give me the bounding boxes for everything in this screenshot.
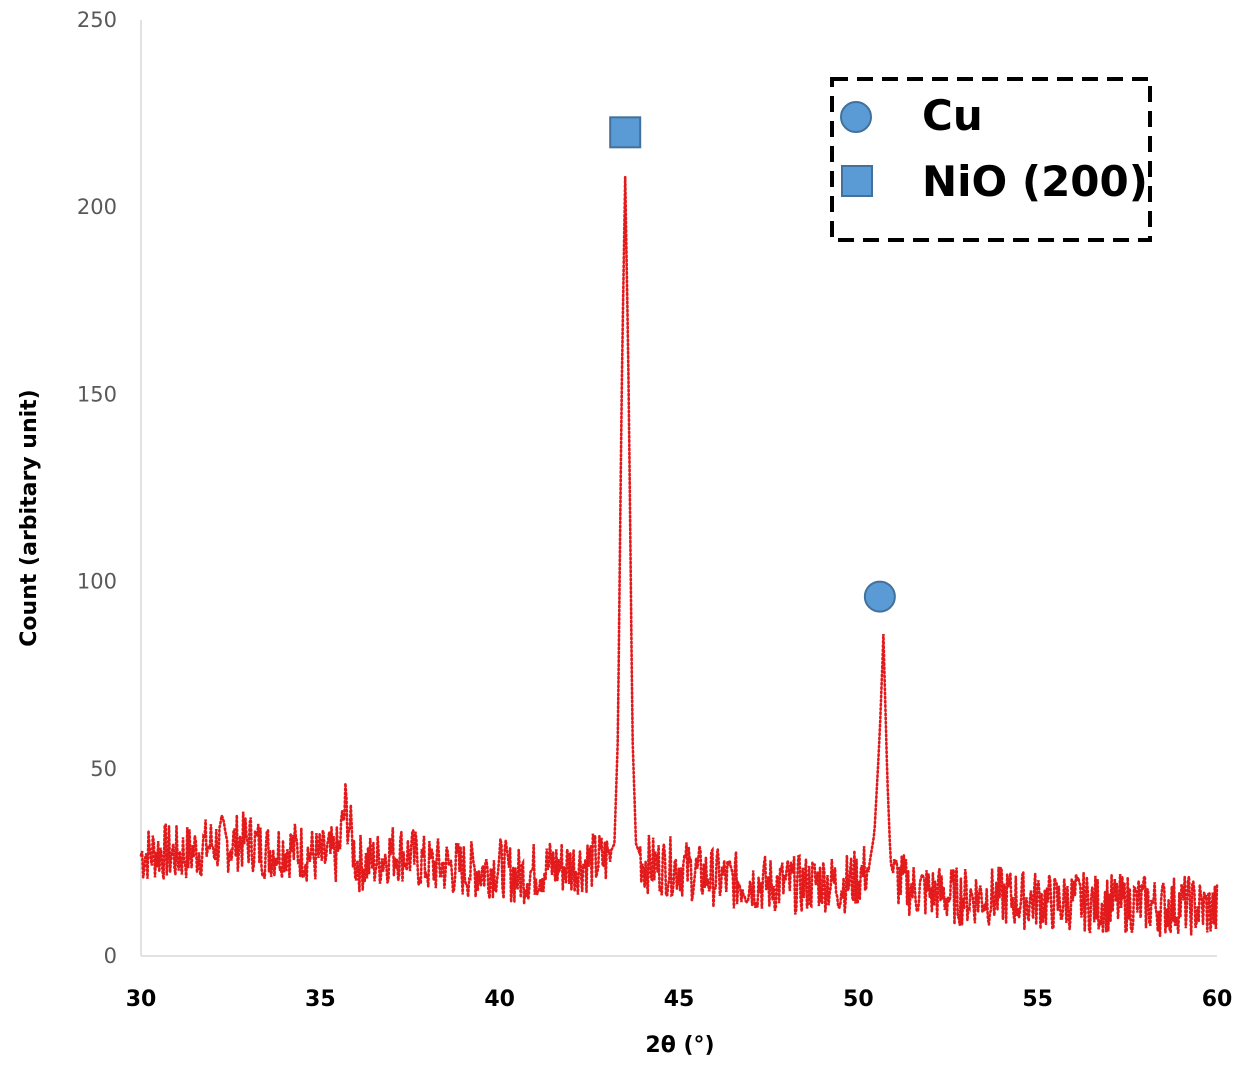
x-tick-label: 30: [126, 987, 157, 1012]
legend-label-nio: NiO (200): [922, 157, 1148, 206]
x-tick-label: 50: [843, 987, 874, 1012]
x-tick-label: 40: [484, 987, 515, 1012]
y-tick-label: 200: [77, 195, 117, 219]
y-axis-label: Count (arbitary unit): [17, 389, 42, 646]
legend: Cu NiO (200): [830, 77, 1152, 242]
legend-square-icon: [841, 165, 873, 197]
y-tick-label: 250: [77, 8, 117, 32]
series-line: [139, 177, 1219, 936]
x-axis: 30 35 40 45 50 55 60: [126, 955, 1233, 1012]
y-tick-label: 50: [90, 757, 117, 781]
legend-circle-icon: [840, 101, 872, 133]
series-layer: [139, 177, 1219, 936]
y-tick-label: 0: [104, 944, 117, 968]
x-tick-label: 35: [305, 987, 336, 1012]
y-axis: 0 50 100 150 200 250: [77, 8, 142, 968]
cu-peak-marker: [863, 580, 896, 613]
peak-markers: [609, 116, 896, 613]
nio-peak-marker: [609, 116, 642, 149]
y-tick-label: 150: [77, 382, 117, 406]
x-tick-label: 60: [1202, 987, 1233, 1012]
legend-label-cu: Cu: [922, 91, 983, 140]
y-tick-label: 100: [77, 570, 117, 594]
x-tick-label: 55: [1022, 987, 1053, 1012]
x-tick-label: 45: [664, 987, 695, 1012]
legend-box: [830, 77, 1152, 242]
x-axis-label: 2θ (°): [645, 1033, 714, 1058]
